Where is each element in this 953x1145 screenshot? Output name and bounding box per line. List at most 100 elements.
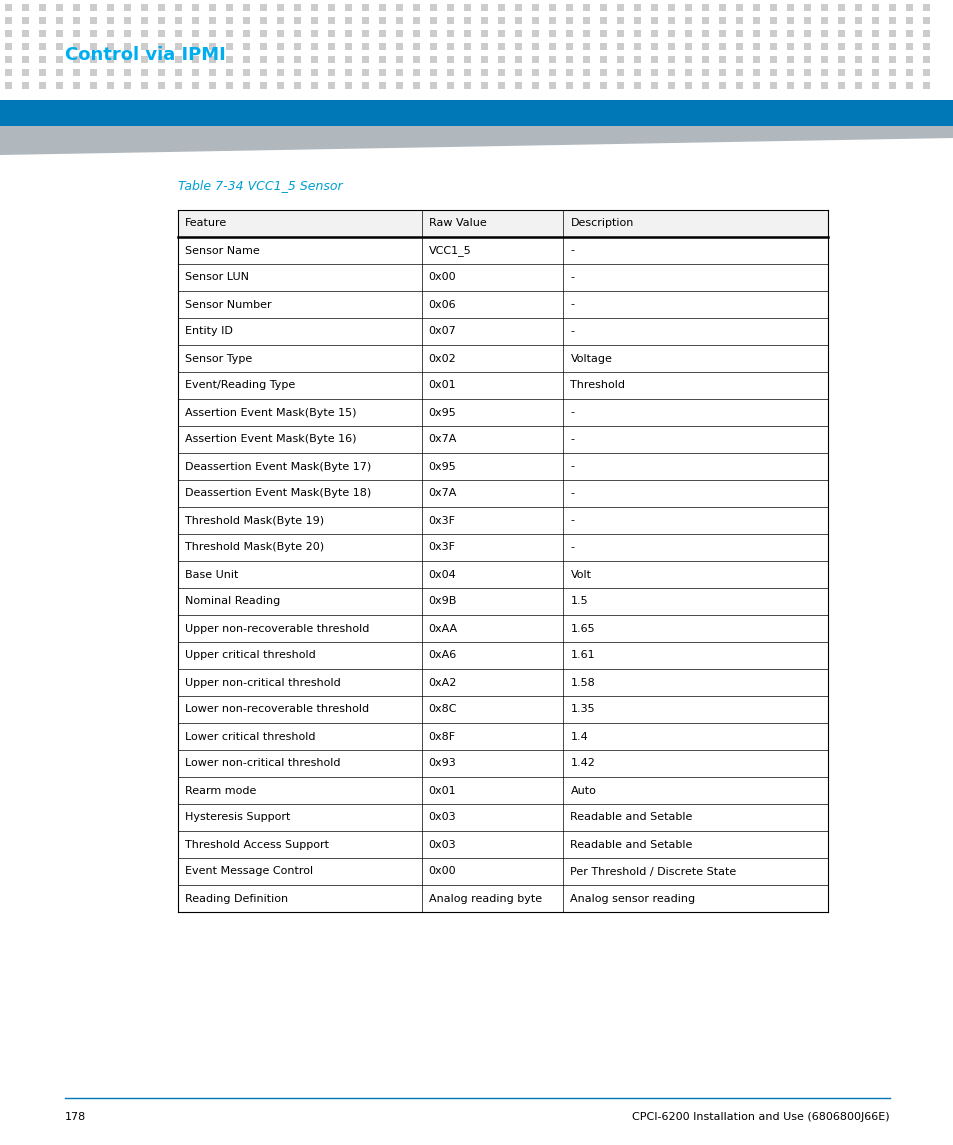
Bar (158, 69, 165, 76)
Text: 0xA6: 0xA6 (428, 650, 456, 661)
Bar (480, 30, 488, 37)
Text: -: - (570, 245, 574, 255)
Bar (735, 3, 742, 11)
Text: Lower critical threshold: Lower critical threshold (185, 732, 315, 742)
Bar (701, 30, 708, 37)
Bar (752, 30, 760, 37)
Bar (480, 56, 488, 63)
Bar (226, 44, 233, 50)
Bar (192, 56, 199, 63)
Bar (361, 56, 369, 63)
Bar (888, 82, 895, 89)
Bar (532, 82, 538, 89)
Bar (328, 82, 335, 89)
Text: 0x3F: 0x3F (428, 515, 456, 526)
Text: Control via IPMI: Control via IPMI (65, 46, 226, 64)
Bar (395, 30, 402, 37)
Bar (599, 56, 606, 63)
Bar (178, 372, 827, 398)
Bar (90, 69, 97, 76)
Bar (565, 3, 573, 11)
Bar (294, 82, 301, 89)
Bar (107, 17, 113, 24)
Bar (73, 17, 80, 24)
Bar (73, 69, 80, 76)
Bar (871, 30, 878, 37)
Bar (650, 17, 658, 24)
Bar (5, 56, 12, 63)
Bar (786, 69, 793, 76)
Bar (617, 3, 623, 11)
Text: Table 7-34 VCC1_5 Sensor: Table 7-34 VCC1_5 Sensor (178, 180, 342, 192)
Bar (786, 82, 793, 89)
Bar (178, 696, 827, 722)
Bar (871, 69, 878, 76)
Bar (192, 30, 199, 37)
Bar (174, 30, 182, 37)
Bar (617, 56, 623, 63)
Bar (923, 82, 929, 89)
Text: 1.5: 1.5 (570, 597, 587, 607)
Bar (667, 30, 675, 37)
Text: -: - (570, 543, 574, 553)
Bar (854, 3, 862, 11)
Bar (395, 17, 402, 24)
Text: 0x03: 0x03 (428, 839, 456, 850)
Bar (752, 3, 760, 11)
Bar (141, 69, 148, 76)
Bar (786, 30, 793, 37)
Bar (311, 3, 317, 11)
Bar (769, 30, 776, 37)
Bar (634, 56, 640, 63)
Bar (821, 44, 827, 50)
Text: -: - (570, 434, 574, 444)
Bar (311, 82, 317, 89)
Bar (447, 44, 454, 50)
Bar (178, 561, 827, 589)
Bar (599, 82, 606, 89)
Bar (565, 82, 573, 89)
Bar (174, 17, 182, 24)
Bar (311, 17, 317, 24)
Bar (361, 17, 369, 24)
Polygon shape (0, 126, 953, 155)
Bar (56, 82, 63, 89)
Bar (192, 44, 199, 50)
Text: Upper non-recoverable threshold: Upper non-recoverable threshold (185, 624, 369, 633)
Bar (39, 44, 46, 50)
Bar (141, 56, 148, 63)
Bar (684, 30, 691, 37)
Bar (803, 69, 810, 76)
Bar (803, 17, 810, 24)
Bar (923, 56, 929, 63)
Bar (480, 44, 488, 50)
Bar (497, 3, 504, 11)
Bar (178, 507, 827, 534)
Bar (854, 56, 862, 63)
Text: 0x03: 0x03 (428, 813, 456, 822)
Text: Assertion Event Mask(Byte 16): Assertion Event Mask(Byte 16) (185, 434, 356, 444)
Text: Readable and Setable: Readable and Setable (570, 813, 692, 822)
Bar (73, 56, 80, 63)
Text: 0x7A: 0x7A (428, 489, 456, 498)
Bar (565, 69, 573, 76)
Text: 0x01: 0x01 (428, 785, 456, 796)
Text: 0xA2: 0xA2 (428, 678, 456, 687)
Bar (209, 3, 215, 11)
Bar (752, 82, 760, 89)
Bar (158, 30, 165, 37)
Bar (141, 30, 148, 37)
Bar (178, 237, 827, 264)
Bar (667, 44, 675, 50)
Bar (345, 69, 352, 76)
Bar (599, 69, 606, 76)
Text: Rearm mode: Rearm mode (185, 785, 256, 796)
Bar (413, 69, 419, 76)
Bar (837, 82, 844, 89)
Bar (39, 69, 46, 76)
Bar (582, 56, 589, 63)
Bar (413, 3, 419, 11)
Bar (22, 56, 29, 63)
Bar (178, 345, 827, 372)
Bar (565, 30, 573, 37)
